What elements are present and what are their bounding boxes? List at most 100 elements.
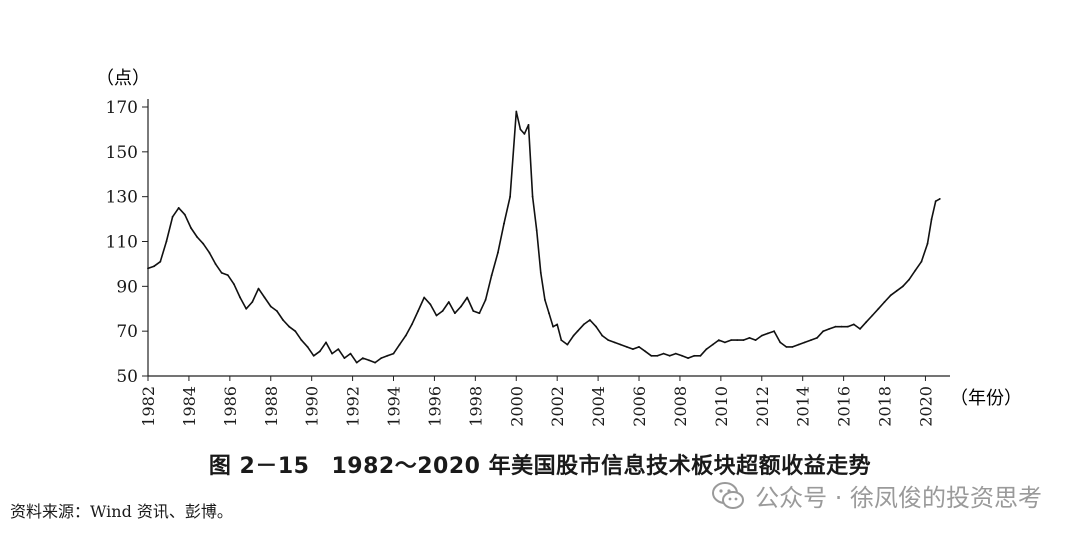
data-point [785,346,788,348]
watermark-text: 公众号 · 徐凤俊的投资思考 [755,484,1042,512]
data-point [208,251,211,254]
data-point [914,269,917,272]
data-point [349,352,352,355]
data-point [325,341,327,344]
data-point [582,323,585,326]
x-tick-label: 1984 [180,386,199,427]
y-tick-label: 130 [106,188,138,208]
data-point [748,337,751,339]
x-tick-label: 2006 [630,386,649,427]
x-tick-label: 1994 [385,386,404,427]
data-point [736,339,739,341]
data-point [312,354,315,357]
data-point [803,341,806,344]
x-tick-label: 2012 [753,386,772,427]
x-tick-label: 1996 [425,386,444,427]
data-point [613,341,616,344]
x-axis: 1982 1984 1986 1988 1990 1992 1994 1996 1998 2000… [139,375,950,427]
data-point [417,310,419,312]
x-unit-label: （年份） [950,388,1022,409]
data-point [497,251,499,254]
data-point [531,195,534,198]
x-tick-label: 2016 [835,386,854,427]
data-point [601,334,604,337]
watermark: 公众号 · 徐凤俊的投资思考 [711,478,1042,513]
data-point [687,357,689,359]
data-point [288,325,291,328]
data-point [368,359,370,362]
data-point [865,321,867,324]
series-line-0 [147,110,941,364]
y-axis: 170 150 130 110 90 70 50 [106,98,149,387]
data-point [566,343,569,346]
data-point [840,325,843,328]
data-point [797,343,800,346]
data-point [441,310,444,312]
data-point [544,298,546,301]
figure-caption: 图 2－15 1982～2020 年美国股市信息技术板块超额收益走势 [0,448,1080,480]
data-point [380,357,383,359]
data-point [183,213,186,216]
data-point [556,323,559,326]
data-point [711,343,714,346]
data-point [263,296,266,299]
x-tick-label: 2008 [671,386,690,427]
data-point [454,312,456,315]
data-point [730,339,732,341]
data-point [681,354,683,357]
data-point [239,296,242,299]
data-point [705,348,708,350]
data-point [196,236,199,238]
data-point [650,354,653,357]
data-point [355,361,358,364]
data-point [699,354,702,357]
data-point [644,350,647,353]
data-point [693,354,696,357]
data-point [519,128,522,131]
data-point [527,124,530,126]
data-point [466,296,469,299]
data-point [595,325,597,328]
data-point [294,330,297,333]
data-point [889,294,892,297]
y-tick-label: 150 [106,143,138,163]
data-point [828,328,831,330]
data-point [552,325,554,328]
data-point [638,346,640,348]
y-tick-label: 110 [106,233,138,253]
figure-number: 图 2－15 [208,454,310,479]
data-point [717,339,720,341]
data-point [226,274,229,276]
y-tick-label: 170 [106,98,138,118]
data-point [846,325,849,328]
data-point [572,334,575,337]
data-point [742,339,745,341]
x-tick-label: 1990 [303,386,322,427]
data-point [754,339,757,341]
data-point [429,303,432,306]
data-point [895,289,898,292]
data-point [202,242,205,245]
data-point [859,328,861,330]
data-point [404,334,407,337]
x-tick-label: 2020 [916,386,935,427]
data-point [478,312,481,315]
x-tick-label: 2010 [712,386,731,427]
data-point [159,260,162,263]
data-point [883,301,886,303]
data-point [810,339,812,341]
data-point [632,348,634,350]
data-point [306,346,309,348]
data-point [509,195,511,198]
data-point [767,332,769,335]
data-point [447,301,450,303]
data-point [791,346,794,348]
data-point [576,330,579,333]
data-point [816,337,818,339]
data-point [472,310,475,312]
data-point [386,354,389,357]
data-point [392,352,395,355]
data-point [625,346,628,348]
data-point [165,240,168,243]
data-point [926,242,929,245]
